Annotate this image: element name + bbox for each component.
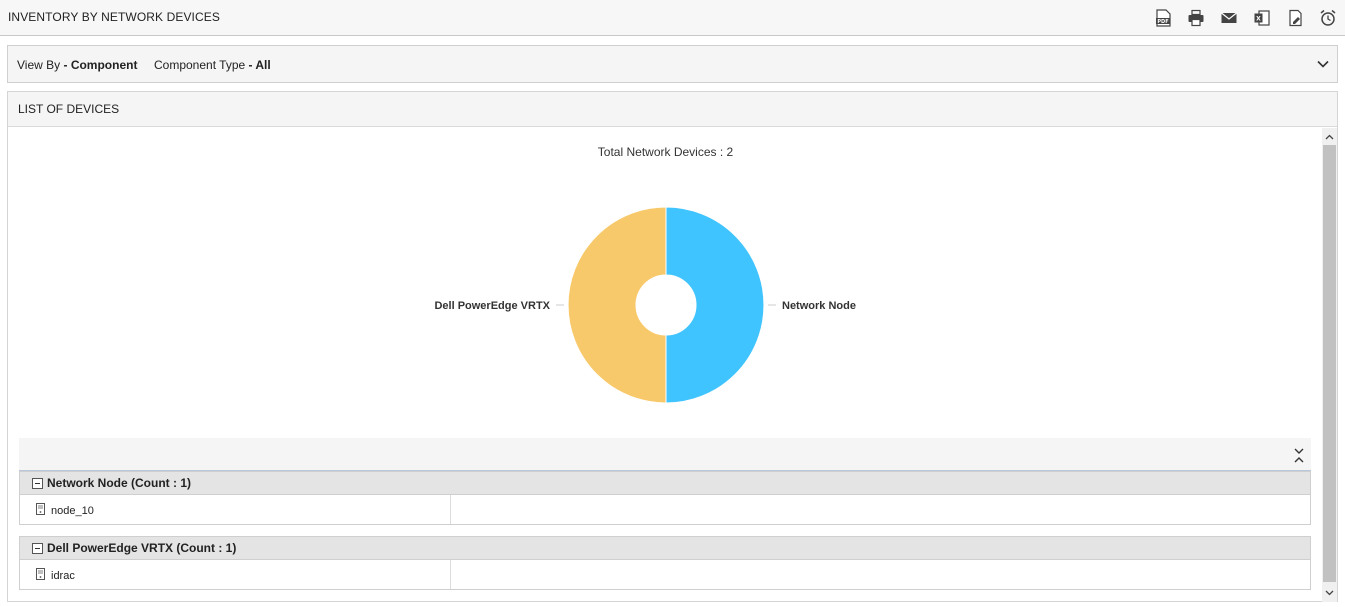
view-by-separator: - — [60, 58, 71, 72]
pie-slice-label: Network Node — [782, 300, 856, 312]
collapse-group-icon[interactable] — [32, 478, 43, 489]
print-icon[interactable] — [1185, 8, 1207, 28]
component-type-separator: - — [245, 58, 256, 72]
view-by-value: Component — [70, 58, 138, 72]
devices-panel: LIST OF DEVICES Total Network Devices : … — [7, 91, 1338, 602]
pie-slice-dell-poweredge-vrtx[interactable] — [567, 206, 667, 404]
group-header: Dell PowerEdge VRTX (Count : 1) — [20, 537, 1310, 560]
excel-export-icon[interactable]: X — [1251, 8, 1273, 28]
report-header: INVENTORY BY NETWORK DEVICES PDF X — [0, 0, 1345, 36]
scroll-up-button[interactable] — [1322, 129, 1337, 144]
view-by-label: View By — [17, 58, 61, 72]
component-type-filter[interactable]: Component Type - All — [154, 58, 271, 72]
chevron-up-icon — [1325, 134, 1334, 139]
panel-header: LIST OF DEVICES — [8, 92, 1337, 127]
svg-text:PDF: PDF — [1157, 19, 1168, 25]
chart-title: Total Network Devices : 2 — [597, 145, 734, 159]
device-name[interactable]: node_10 — [51, 505, 94, 517]
device-cell: node_10 — [20, 495, 451, 524]
export-toolbar: PDF X — [1152, 8, 1339, 28]
scroll-down-button[interactable] — [1322, 585, 1337, 600]
chevron-down-icon[interactable] — [1315, 56, 1331, 72]
component-type-value: All — [255, 58, 271, 72]
panel-title: LIST OF DEVICES — [18, 102, 120, 116]
group-title: Dell PowerEdge VRTX (Count : 1) — [47, 541, 237, 555]
component-type-label: Component Type — [154, 58, 246, 72]
email-icon[interactable] — [1218, 8, 1240, 28]
device-pie-chart: Network Node Dell PowerEdge VRTX — [434, 206, 856, 404]
device-name[interactable]: idrac — [51, 570, 75, 582]
filter-bar[interactable]: View By - Component Component Type - All — [7, 45, 1338, 83]
csv-export-icon[interactable] — [1284, 8, 1306, 28]
scrollbar-thumb[interactable] — [1323, 145, 1336, 582]
group-dell-poweredge-vrtx: Dell PowerEdge VRTX (Count : 1) idrac — [19, 536, 1311, 590]
device-cell: idrac — [20, 560, 451, 589]
expand-collapse-icon[interactable] — [1293, 445, 1305, 465]
pie-slice-label: Dell PowerEdge VRTX — [434, 300, 550, 312]
table-row[interactable]: node_10 — [20, 495, 1310, 524]
group-network-node: Network Node (Count : 1) node_10 — [19, 471, 1311, 525]
schedule-alarm-icon[interactable] — [1317, 8, 1339, 28]
expand-collapse-bar — [19, 438, 1311, 471]
chevron-down-icon — [1325, 590, 1334, 595]
group-header: Network Node (Count : 1) — [20, 472, 1310, 495]
device-icon — [36, 503, 45, 515]
table-row[interactable]: idrac — [20, 560, 1310, 589]
device-icon — [36, 568, 45, 580]
page-title: INVENTORY BY NETWORK DEVICES — [8, 10, 220, 24]
pie-slice-network-node[interactable] — [665, 206, 765, 404]
pdf-export-icon[interactable]: PDF — [1152, 8, 1174, 28]
group-title: Network Node (Count : 1) — [47, 476, 191, 490]
view-by-filter[interactable]: View By - Component — [17, 58, 137, 72]
collapse-group-icon[interactable] — [32, 543, 43, 554]
svg-text:X: X — [1256, 16, 1261, 23]
